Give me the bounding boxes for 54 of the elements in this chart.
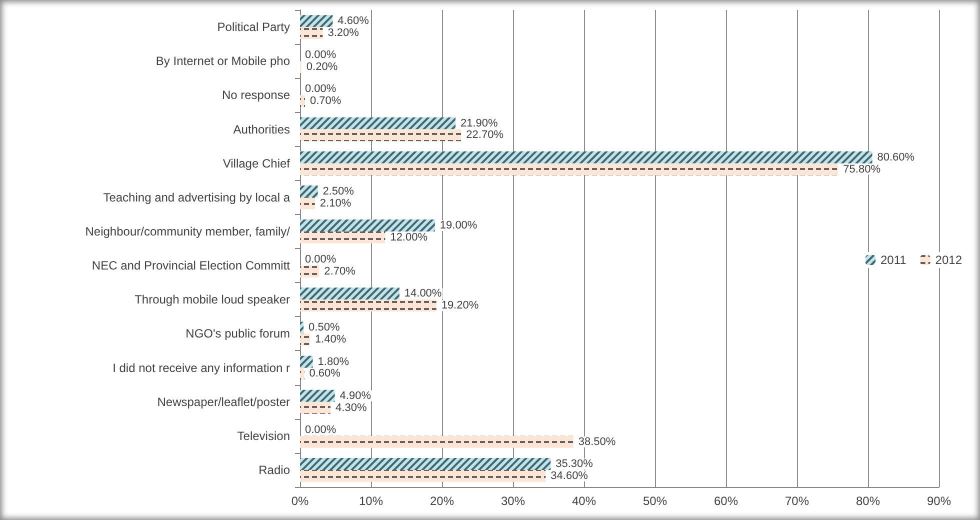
data-label: 0.60%	[309, 368, 341, 380]
data-label: 4.30%	[336, 402, 367, 414]
data-label: 34.60%	[550, 470, 588, 482]
data-label: 75.80%	[843, 163, 881, 176]
x-tick-label: 90%	[926, 494, 952, 508]
data-label: 3.20%	[328, 27, 360, 39]
legend-label: 2011	[880, 253, 907, 267]
y-tick-label: Village Chief	[222, 156, 291, 170]
data-label: 0.70%	[310, 95, 342, 108]
data-label: 0.50%	[308, 322, 340, 334]
x-tick-label: 30%	[500, 494, 526, 508]
data-label: 0.00%	[305, 49, 336, 62]
y-tick-label: I did not receive any information r	[112, 360, 290, 375]
x-tick-label: 0%	[291, 494, 309, 508]
data-label: 0.00%	[305, 424, 336, 436]
data-label: 19.20%	[441, 300, 479, 312]
data-label: 0.00%	[305, 254, 336, 266]
data-label: 4.90%	[340, 390, 372, 402]
x-tick-label: 50%	[642, 494, 668, 508]
data-label: 1.40%	[314, 334, 346, 346]
x-tick-label: 80%	[856, 494, 880, 508]
y-tick-label: Teaching and advertising by local a	[103, 190, 290, 204]
y-tick-label: NGO's public forum	[186, 326, 290, 341]
data-label: 35.30%	[556, 458, 594, 470]
data-label: 2.50%	[322, 185, 354, 198]
y-tick-label: NEC and Provincial Election Committ	[92, 258, 291, 273]
y-tick-label: Newspaper/leaflet/poster	[157, 394, 290, 409]
data-label: 4.60%	[338, 15, 370, 28]
data-label: 0.20%	[306, 61, 338, 74]
data-label: 0.00%	[305, 83, 336, 96]
y-tick-label: Political Party	[217, 20, 290, 34]
data-label: 14.00%	[404, 288, 442, 300]
x-tick-label: 20%	[430, 494, 454, 508]
y-tick-label: No response	[222, 88, 290, 102]
data-label: 19.00%	[440, 220, 478, 232]
data-label: 80.60%	[877, 151, 915, 164]
data-label: 1.80%	[318, 356, 350, 368]
x-tick-label: 40%	[572, 494, 596, 508]
y-tick-label: By Internet or Mobile pho	[156, 54, 290, 68]
legend-label: 2012	[935, 253, 962, 267]
data-label: 12.00%	[390, 231, 428, 244]
data-label: 22.70%	[466, 129, 504, 142]
x-tick-label: 10%	[358, 494, 384, 508]
data-label: 21.90%	[460, 117, 498, 130]
y-tick-label: Authorities	[233, 122, 290, 136]
y-tick-label: Television	[237, 428, 290, 443]
data-label: 38.50%	[578, 436, 616, 448]
x-tick-label: 70%	[784, 494, 810, 508]
data-label: 2.70%	[324, 266, 356, 278]
y-tick-label: Radio	[258, 462, 290, 477]
data-label: 2.10%	[320, 197, 352, 210]
x-tick-label: 60%	[714, 494, 738, 508]
y-tick-label: Neighbour/community member, family/	[85, 224, 291, 238]
y-tick-label: Through mobile loud speaker	[134, 292, 290, 307]
